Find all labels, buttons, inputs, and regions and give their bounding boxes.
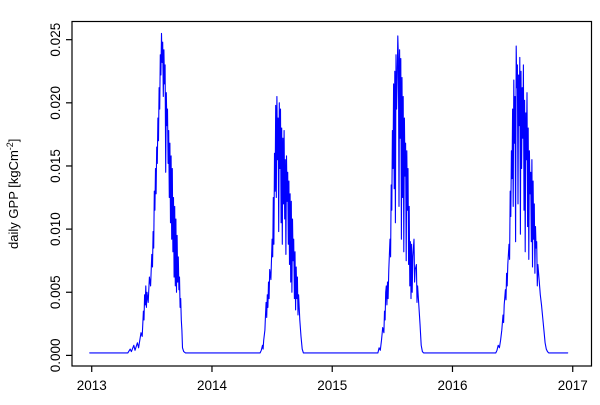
y-axis-title-main: daily GPP [kgCm	[6, 150, 21, 249]
x-tick-label: 2016	[437, 378, 467, 393]
y-axis-title: daily GPP [kgCm-2]	[5, 139, 21, 249]
x-tick-label: 2014	[197, 378, 228, 393]
y-tick-label: 0.010	[48, 212, 63, 246]
x-tick-label: 2013	[77, 378, 107, 393]
gpp-line	[89, 32, 569, 354]
y-tick-label: 0.020	[48, 86, 63, 120]
x-tick-label: 2015	[317, 378, 347, 393]
y-tick-label: 0.000	[48, 338, 63, 372]
y-tick-label: 0.025	[48, 23, 63, 57]
y-tick-label: 0.015	[48, 149, 63, 183]
y-axis-title-superscript: -2	[5, 142, 15, 150]
y-axis-title-close: ]	[6, 139, 21, 143]
x-tick-label: 2017	[558, 378, 588, 393]
y-tick-label: 0.005	[48, 275, 63, 309]
